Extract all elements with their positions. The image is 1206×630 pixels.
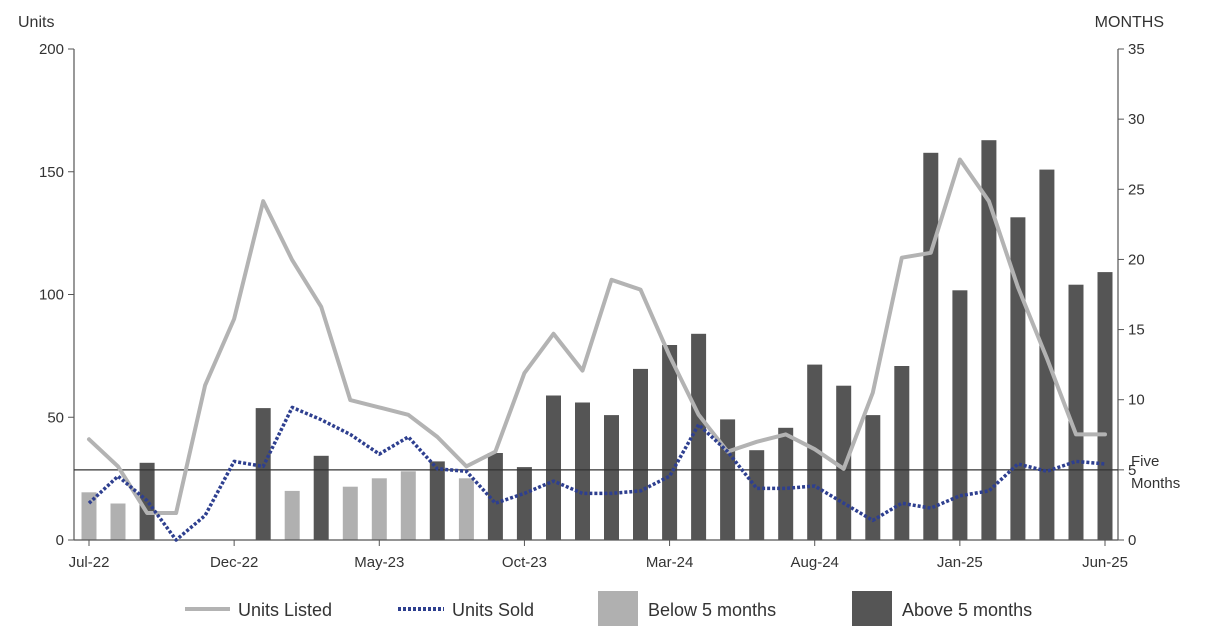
x-tick-label: May-23 bbox=[354, 554, 404, 571]
left-tick-label: 150 bbox=[39, 164, 64, 181]
bar-below-5-months bbox=[400, 471, 416, 540]
bar-below-5-months bbox=[342, 486, 358, 540]
bar-above-5-months bbox=[604, 415, 619, 540]
bar-above-5-months bbox=[749, 450, 765, 540]
bar-below-5-months bbox=[81, 492, 97, 540]
right-tick-label: 20 bbox=[1128, 251, 1145, 268]
bar-above-5-months bbox=[894, 366, 910, 540]
units-listed-line bbox=[87, 157, 1107, 515]
right-axis-title: MONTHS bbox=[1095, 14, 1164, 31]
legend-label-units-sold: Units Sold bbox=[452, 600, 534, 620]
bar-above-5-months bbox=[923, 152, 939, 541]
legend-label-below: Below 5 months bbox=[648, 600, 776, 620]
axes: 0 50 100 150 200 0 5 10 15 20 25 30 35 Jul-22 Dec-22 Ma… bbox=[39, 41, 1145, 571]
bar-above-5-months bbox=[952, 290, 968, 540]
bar-above-5-months bbox=[516, 467, 532, 540]
bar-above-5-months bbox=[981, 140, 997, 540]
units-sold-line bbox=[87, 405, 1106, 542]
right-tick-label: 10 bbox=[1128, 392, 1145, 409]
x-tick-label: Aug-24 bbox=[791, 554, 839, 571]
legend-swatch-below bbox=[598, 591, 638, 626]
bar-above-5-months bbox=[691, 333, 707, 540]
threshold-label: Months bbox=[1131, 475, 1180, 492]
bar-above-5-months bbox=[865, 415, 881, 540]
threshold-label: Five bbox=[1131, 453, 1159, 470]
bar-above-5-months bbox=[1068, 284, 1084, 540]
legend-label-units-listed: Units Listed bbox=[238, 600, 332, 620]
bar-above-5-months bbox=[662, 345, 678, 540]
bar-below-5-months bbox=[110, 503, 126, 540]
bar-above-5-months bbox=[429, 461, 445, 540]
left-tick-label: 200 bbox=[39, 41, 64, 58]
x-tick-label: Jul-22 bbox=[69, 554, 110, 571]
bar-above-5-months bbox=[778, 427, 794, 540]
legend-swatch-above bbox=[852, 591, 892, 626]
x-tick-label: Jan-25 bbox=[937, 554, 983, 571]
right-tick-label: 30 bbox=[1128, 111, 1145, 128]
x-tick-label: Mar-24 bbox=[646, 554, 694, 571]
bar-below-5-months bbox=[284, 490, 300, 540]
bar-above-5-months bbox=[139, 462, 155, 540]
legend: Units Listed Units Sold Below 5 months A… bbox=[185, 591, 1032, 626]
bar-above-5-months bbox=[313, 455, 329, 540]
bar-above-5-months bbox=[487, 453, 503, 540]
bar-above-5-months bbox=[575, 402, 590, 540]
bar-above-5-months bbox=[1097, 272, 1113, 540]
bar-above-5-months bbox=[546, 395, 561, 540]
right-tick-label: 0 bbox=[1128, 532, 1136, 549]
right-tick-label: 5 bbox=[1128, 462, 1136, 479]
bar-above-5-months bbox=[255, 408, 271, 540]
left-tick-label: 100 bbox=[39, 287, 64, 304]
x-tick-label: Oct-23 bbox=[502, 554, 547, 571]
line-group bbox=[87, 157, 1107, 542]
x-tick-label: Jun-25 bbox=[1082, 554, 1128, 571]
right-tick-label: 15 bbox=[1128, 322, 1145, 339]
left-tick-label: 0 bbox=[56, 532, 64, 549]
x-tick-label: Dec-22 bbox=[210, 554, 258, 571]
bar-below-5-months bbox=[458, 478, 474, 540]
right-tick-label: 35 bbox=[1128, 41, 1145, 58]
legend-label-above: Above 5 months bbox=[902, 600, 1032, 620]
bar-above-5-months bbox=[720, 419, 736, 540]
left-axis-title: Units bbox=[18, 14, 54, 31]
left-tick-label: 50 bbox=[47, 409, 64, 426]
bar-above-5-months bbox=[633, 368, 648, 540]
right-tick-label: 25 bbox=[1128, 181, 1145, 198]
bar-group bbox=[81, 140, 1113, 541]
bar-below-5-months bbox=[371, 478, 387, 540]
bar-above-5-months bbox=[807, 364, 823, 540]
